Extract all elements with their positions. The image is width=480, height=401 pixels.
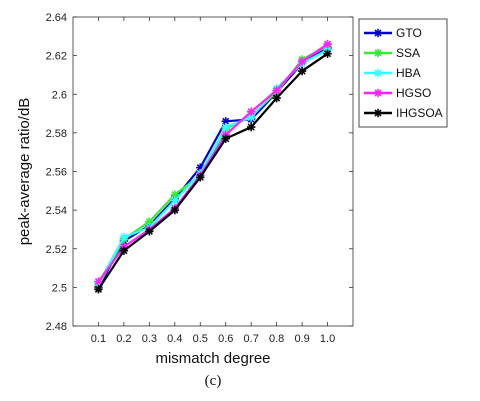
legend-item-hgso: HGSO [364, 86, 431, 100]
plot-frame [72, 16, 354, 327]
x-tick-label: 0.3 [142, 333, 157, 345]
y-tick-label: 2.5 [52, 282, 67, 294]
y-tick-label: 2.64 [46, 12, 67, 24]
data-point-ihgsoa [246, 122, 256, 132]
data-point-ihgsoa [119, 246, 129, 255]
x-tick-label: 0.6 [218, 333, 233, 345]
legend-marker-hgso [373, 88, 383, 98]
x-axis-label: mismatch degree [155, 350, 270, 367]
y-tick-label: 2.52 [46, 244, 67, 256]
data-point-hgso [323, 39, 332, 49]
legend-marker-gto [373, 28, 383, 38]
legend-marker-hba [373, 68, 383, 78]
legend-item-gto: GTO [364, 26, 422, 40]
figure-caption: (c) [205, 373, 222, 389]
legend-label-ihgsoa: IHGSOA [396, 106, 443, 120]
data-point-hba [221, 122, 230, 132]
series-line-ihgsoa [97, 52, 329, 290]
y-tick-label: 2.58 [46, 128, 67, 140]
data-point-ihgsoa [196, 173, 205, 182]
data-point-hba [170, 196, 180, 205]
y-axis: 2.48 2.5 2.52 2.54 2.56 2.58 2.6 2.62 2.64 [46, 12, 353, 333]
y-tick-label: 2.56 [46, 167, 67, 179]
legend-item-ssa: SSA [364, 46, 420, 60]
y-tick-label: 2.48 [46, 321, 67, 333]
x-tick-label: 0.1 [91, 333, 106, 345]
legend-label-hgso: HGSO [396, 86, 431, 100]
series-line-hgso [97, 43, 329, 283]
legend-marker-ssa [373, 48, 383, 58]
legend-item-ihgsoa: IHGSOA [364, 106, 443, 120]
legend-label-hba: HBA [396, 66, 421, 80]
x-tick-label: 0.7 [244, 333, 259, 345]
data-point-gto [221, 117, 230, 126]
data-point-ihgsoa [221, 134, 230, 143]
x-tick-label: 0.9 [294, 333, 309, 345]
x-tick-label: 0.5 [193, 333, 208, 345]
y-tick-label: 2.62 [46, 51, 67, 63]
y-tick-label: 2.54 [46, 205, 67, 217]
data-point-ihgsoa [272, 93, 281, 103]
x-tick-label: 0.8 [269, 333, 284, 345]
legend-label-ssa: SSA [396, 46, 420, 60]
legend-item-hba: HBA [364, 66, 421, 80]
legend-label-gto: GTO [396, 26, 422, 40]
legend-marker-ihgsoa [373, 108, 383, 118]
series-layer [94, 39, 332, 294]
data-point-ihgsoa [297, 66, 307, 76]
y-axis-label: peak-average ratio/dB [16, 98, 33, 246]
data-point-ihgsoa [145, 227, 154, 236]
data-point-ihgsoa [94, 285, 103, 294]
data-point-hgso [94, 277, 103, 286]
data-point-hgso [297, 57, 307, 66]
data-point-ihgsoa [323, 49, 332, 58]
y-tick-label: 2.6 [52, 89, 67, 101]
x-tick-label: 0.2 [116, 333, 131, 345]
data-point-ihgsoa [170, 205, 180, 215]
legend: GTO SSA HBA HGSO IHGSOA [358, 18, 448, 128]
x-tick-label: 0.4 [167, 333, 182, 345]
data-point-hba [119, 232, 129, 242]
data-point-hgso [246, 107, 256, 116]
plot-area [72, 16, 354, 327]
x-tick-label: 1.0 [320, 333, 335, 345]
series-ihgsoa [94, 49, 332, 294]
data-point-hgso [272, 86, 281, 95]
x-axis: 0.1 0.2 0.3 0.4 0.5 0.6 0.7 0.8 0.9 1.0 [91, 17, 335, 345]
